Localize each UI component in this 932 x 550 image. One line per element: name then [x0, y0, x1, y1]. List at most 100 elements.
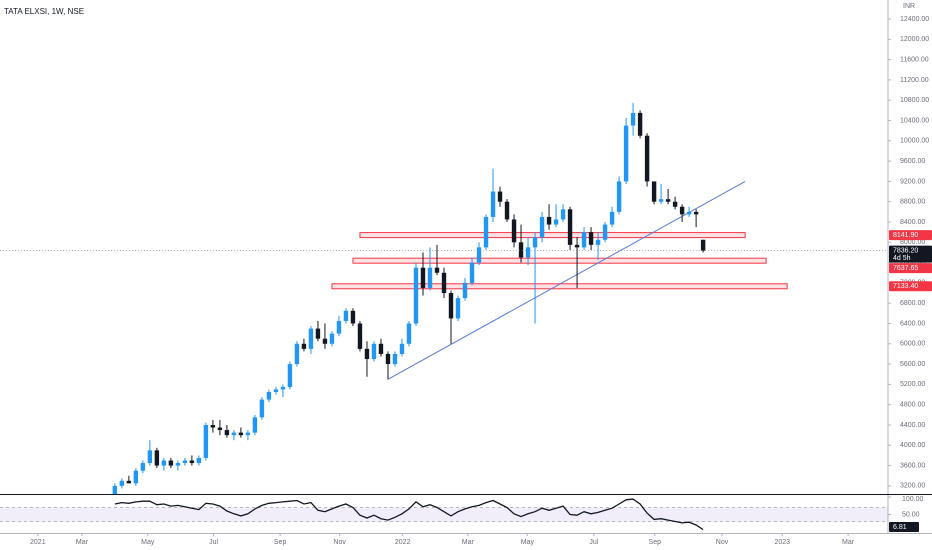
price-label: 8141.90	[893, 232, 918, 239]
candle-body	[462, 282, 468, 299]
candle-body	[252, 417, 258, 433]
candle-body	[525, 247, 531, 258]
y-tick-label: 9600.00	[900, 158, 925, 165]
candle-body	[686, 211, 692, 215]
y-tick-label: 4800.00	[900, 402, 925, 409]
y-tick-label: 10000.00	[900, 138, 929, 145]
zone	[359, 232, 746, 239]
candle-body	[434, 267, 440, 273]
candle-body	[441, 272, 447, 294]
y-tick-label: 12000.00	[900, 36, 929, 43]
price-label: 7836.20	[893, 247, 918, 254]
candle-body	[371, 343, 377, 360]
candle-body	[448, 293, 454, 319]
candle-body	[385, 353, 391, 365]
candle-body	[539, 216, 545, 238]
candle-body	[455, 298, 461, 319]
candle-body	[140, 463, 146, 471]
candle-body	[679, 206, 685, 215]
x-tick-label: Mar	[842, 539, 855, 546]
candle-body	[483, 216, 489, 248]
candle-body	[154, 450, 160, 466]
rsi-tick-label: 50.00	[902, 511, 920, 518]
candle-body	[119, 480, 125, 486]
x-tick-label: 2023	[774, 539, 790, 546]
axes: 12400.00 12000.00 11600.00 11200.00 10800.00…	[30, 16, 929, 546]
candle-body	[546, 216, 552, 225]
candle-body	[399, 343, 405, 354]
currency-label: INR	[903, 3, 915, 10]
y-tick-label: 4400.00	[900, 422, 925, 429]
candle-body	[203, 424, 209, 458]
candle-body	[518, 242, 524, 258]
candle-body	[147, 450, 153, 464]
candle-body	[651, 181, 657, 202]
x-tick-label: Mar	[76, 539, 89, 546]
candle-body	[658, 199, 664, 202]
candle-body	[168, 460, 174, 466]
rsi-tick-label: 100.00	[902, 496, 924, 503]
rsi-value-label: 6.81	[893, 524, 907, 531]
y-tick-label: 6800.00	[900, 300, 925, 307]
x-tick-label: Jul	[209, 539, 218, 546]
candle-body	[266, 392, 272, 400]
candle-body	[616, 181, 622, 212]
candle-body	[700, 239, 706, 251]
candle-body	[567, 209, 573, 245]
trendline	[387, 180, 746, 380]
y-tick-label: 8800.00	[900, 199, 925, 206]
candle-body	[497, 191, 503, 202]
price-label-box	[889, 245, 932, 263]
y-tick-label: 4000.00	[900, 442, 925, 449]
candle-body	[210, 424, 216, 428]
y-tick-label: 9200.00	[900, 178, 925, 185]
candle-body	[581, 232, 587, 248]
y-tick-label: 3600.00	[900, 462, 925, 469]
candle-body	[273, 389, 279, 393]
candle-body	[126, 480, 132, 484]
candle-body	[623, 125, 629, 182]
y-tick-label: 6400.00	[900, 320, 925, 327]
x-tick-label: Sep	[274, 539, 287, 546]
candle-body	[329, 333, 335, 344]
candle-body	[315, 328, 321, 339]
candle-body	[595, 239, 601, 245]
candle-body	[231, 432, 237, 436]
price-label-box	[889, 281, 932, 292]
candle-body	[280, 386, 286, 390]
candle-body	[469, 262, 475, 283]
x-tick-label: Jul	[589, 539, 598, 546]
rsi-line	[114, 498, 704, 531]
price-label-box	[889, 263, 932, 274]
price-label: 4d 5h	[893, 255, 911, 262]
rsi-band	[0, 507, 888, 522]
y-tick-label: 6000.00	[900, 341, 925, 348]
candle-body	[322, 338, 328, 344]
candle-body	[490, 191, 496, 217]
candle-body	[189, 460, 195, 464]
y-tick-label: 12400.00	[900, 16, 929, 23]
price-label: 7133.40	[893, 283, 918, 290]
candle-body	[420, 267, 426, 288]
candle-body	[196, 457, 202, 464]
candle-body	[637, 112, 643, 136]
y-tick-label: 11200.00	[900, 77, 929, 84]
y-tick-label: 11600.00	[900, 56, 929, 63]
candle-body	[217, 427, 223, 431]
candle-body	[609, 211, 615, 225]
y-tick-label: 8000.00	[900, 239, 925, 246]
x-tick-label: Nov	[716, 539, 729, 546]
candle-body	[672, 201, 678, 207]
candle-body	[511, 219, 517, 243]
y-tick-label: 10400.00	[900, 117, 929, 124]
zone	[352, 257, 767, 264]
candle-body	[301, 343, 307, 349]
candle-body	[630, 112, 636, 126]
candle-body	[406, 323, 412, 344]
candle-body	[245, 432, 251, 436]
candle-body	[693, 211, 699, 215]
candle-body	[238, 432, 244, 436]
